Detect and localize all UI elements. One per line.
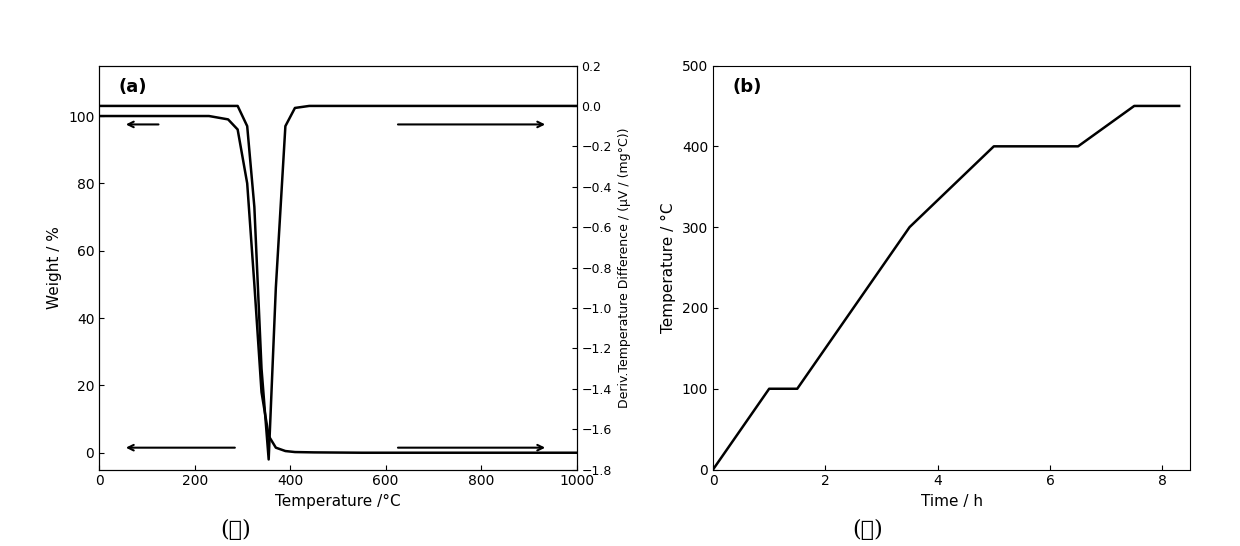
Y-axis label: Weight / %: Weight / % bbox=[47, 226, 62, 309]
Y-axis label: Temperature / °C: Temperature / °C bbox=[661, 202, 676, 333]
Text: (b): (b) bbox=[732, 78, 761, 96]
Y-axis label: Deriv.Temperature Difference / (μV / (mg°C)): Deriv.Temperature Difference / (μV / (mg… bbox=[618, 127, 630, 408]
Text: (ａ): (ａ) bbox=[221, 519, 250, 541]
Text: (ｂ): (ｂ) bbox=[853, 519, 883, 541]
X-axis label: Time / h: Time / h bbox=[920, 494, 982, 509]
X-axis label: Temperature /°C: Temperature /°C bbox=[275, 494, 401, 509]
Text: (a): (a) bbox=[118, 78, 146, 96]
